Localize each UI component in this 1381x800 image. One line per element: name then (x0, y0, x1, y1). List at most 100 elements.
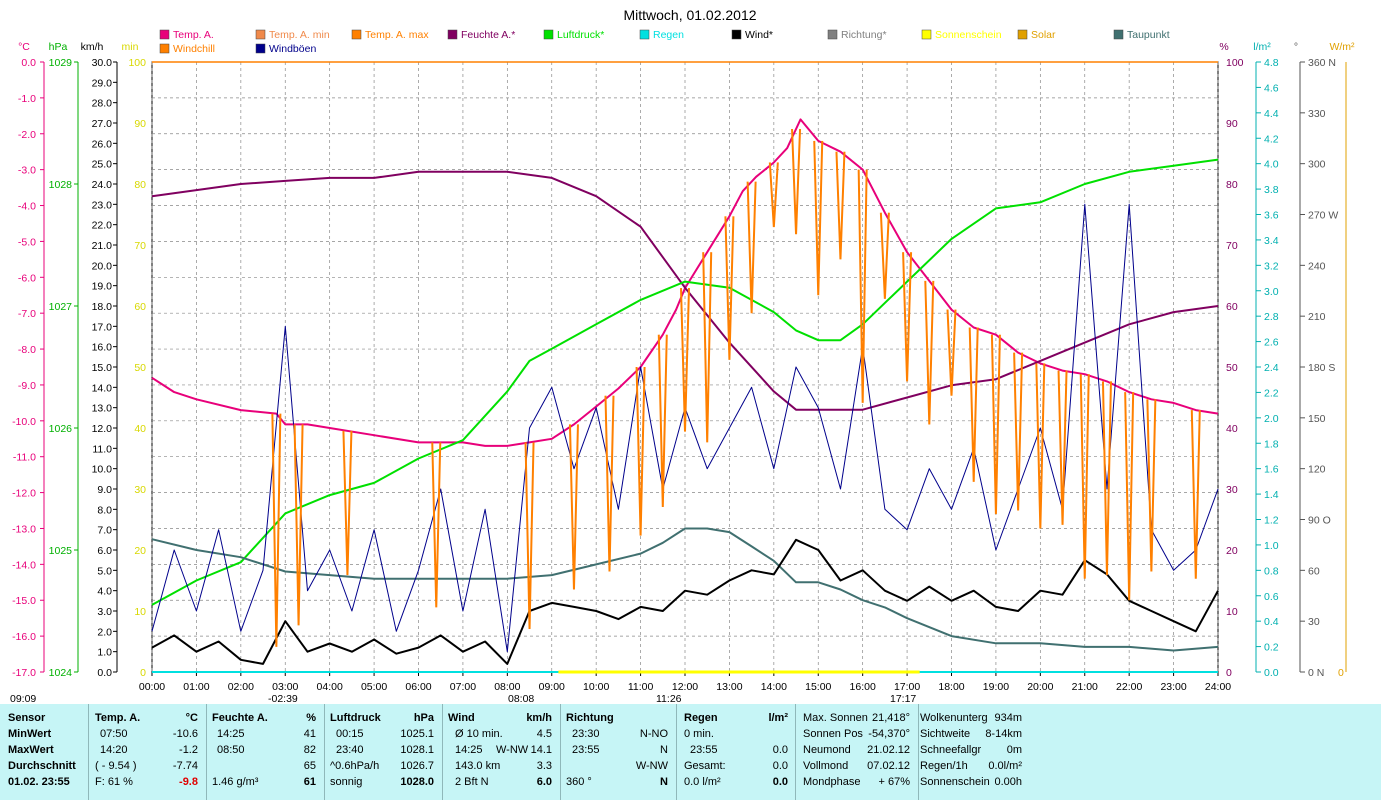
legend-swatch (827, 29, 838, 40)
temp-tick-label: -12.0 (12, 488, 36, 500)
legend-swatch (255, 43, 266, 54)
col-header: Regen (684, 712, 718, 724)
min-tick-label: 60 (134, 301, 146, 313)
rain-tick-label: 3.8 (1264, 184, 1279, 196)
temp-max-spike (1124, 392, 1135, 601)
deg-tick-label: 0 N (1308, 667, 1324, 679)
temp-max-spike (1146, 399, 1157, 572)
kmh-tick-label: 13.0 (92, 403, 113, 415)
kmh-tick-label: 10.0 (92, 464, 113, 476)
kmh-tick-label: 28.0 (92, 98, 113, 110)
legend-swatch (731, 29, 742, 40)
legend-swatch (159, 29, 170, 40)
table-cell: 4.5 (536, 728, 552, 740)
temp-max-spike (431, 442, 442, 608)
x-tick-label: 02:00 (228, 681, 254, 693)
rain-tick-label: 4.8 (1264, 57, 1279, 69)
table-cell: 82 (303, 744, 316, 756)
temp-tick-label: -6.0 (18, 272, 36, 284)
rain-tick-label: 4.4 (1264, 108, 1279, 120)
row-label: 01.02. 23:55 (8, 776, 70, 788)
x-tick-label: 11:00 (628, 681, 654, 693)
x-tick-label: 17:00 (894, 681, 920, 693)
kmh-tick-label: 9.0 (97, 484, 112, 496)
row-label: MaxWert (8, 744, 54, 756)
table-cell: 61 (303, 776, 316, 788)
series-line-temp-a- (151, 118, 1219, 447)
table-cell: F: 61 % (95, 776, 133, 788)
kmh-tick-label: 0.0 (97, 667, 112, 679)
extra-value: 934m (994, 712, 1022, 724)
legend-label: Feuchte A.* (461, 29, 515, 41)
temp-max-spike (1035, 363, 1046, 529)
x-tick-label: 14:00 (761, 681, 787, 693)
temp-tick-label: -11.0 (13, 452, 36, 464)
min-tick-label: 90 (134, 118, 146, 130)
astro-label: Mondphase (803, 776, 861, 788)
col-header: Wind (448, 712, 475, 724)
temp-max-spike (879, 212, 890, 299)
legend-label: Richtung* (841, 29, 887, 41)
x-tick-label: 13:00 (716, 681, 742, 693)
temp-max-spike (1190, 410, 1201, 579)
deg-tick-label: 240 (1308, 260, 1326, 272)
series-line-feuchte-a- (151, 170, 1219, 411)
kmh-tick-label: 21.0 (92, 240, 113, 252)
rain-tick-label: 2.0 (1264, 413, 1279, 425)
x-tick-label: 20:00 (1027, 681, 1053, 693)
temp-max-spike (857, 169, 868, 403)
kmh-tick-label: 8.0 (97, 504, 112, 516)
legend-swatch (447, 29, 458, 40)
table-cell: W-NW (496, 744, 529, 756)
temp-max-spike (813, 140, 824, 296)
temp-max-spike (271, 413, 282, 647)
legend-label: Windchill (173, 43, 215, 55)
table-cell: 1025.1 (400, 728, 434, 740)
table-cell: N (660, 744, 668, 756)
x-tick-label: 08:00 (494, 681, 520, 693)
kmh-tick-label: 3.0 (97, 606, 112, 618)
min-tick-label: 100 (128, 57, 146, 69)
series-line-taupunkt (151, 527, 1219, 652)
rain-tick-label: 2.8 (1264, 311, 1279, 323)
table-col-separator (918, 704, 919, 800)
extra-label: Schneefallgr (920, 744, 982, 756)
axis-unit-label: min (122, 41, 139, 53)
temp-tick-label: -10.0 (12, 416, 36, 428)
rain-tick-label: 1.0 (1264, 540, 1279, 552)
row-label: Durchschnitt (8, 760, 76, 772)
table-cell: 1028.1 (400, 744, 434, 756)
rain-tick-label: 0.6 (1264, 591, 1279, 603)
rain-tick-label: 4.6 (1264, 82, 1279, 94)
pct-tick-label: 80 (1226, 179, 1238, 191)
series-layer (151, 118, 1219, 674)
table-cell: 0.0 (772, 776, 788, 788)
table-col-separator (560, 704, 561, 800)
astro-label: Vollmond (803, 760, 849, 772)
deg-tick-label: 150 (1308, 413, 1326, 425)
deg-tick-label: 120 (1308, 464, 1326, 476)
temp-tick-label: -16.0 (12, 631, 36, 643)
kmh-tick-label: 25.0 (92, 159, 113, 171)
table-cell: 41 (303, 728, 316, 740)
deg-tick-label: 90 O (1308, 515, 1331, 527)
pct-tick-label: 100 (1226, 57, 1244, 69)
axis-unit-label: ° (1294, 41, 1298, 53)
rain-tick-label: 2.6 (1264, 337, 1279, 349)
astro-value: -54,370° (868, 728, 910, 740)
table-cell: 00:15 (336, 728, 364, 740)
series-line-wind- (151, 538, 1219, 665)
legend-swatch (159, 43, 170, 54)
rain-tick-label: 0.2 (1264, 642, 1279, 654)
deg-tick-label: 60 (1308, 565, 1320, 577)
pct-tick-label: 40 (1226, 423, 1238, 435)
plot-area (151, 61, 1219, 673)
table-cell: 6.0 (536, 776, 552, 788)
x-tick-label: 22:00 (1116, 681, 1142, 693)
rain-tick-label: 2.4 (1264, 362, 1279, 374)
astro-value: + 67% (878, 776, 911, 788)
kmh-tick-label: 11.0 (92, 443, 112, 455)
axis-unit-label: l/m² (1253, 41, 1271, 53)
col-unit: l/m² (768, 712, 788, 724)
deg-tick-label: 210 (1308, 311, 1326, 323)
